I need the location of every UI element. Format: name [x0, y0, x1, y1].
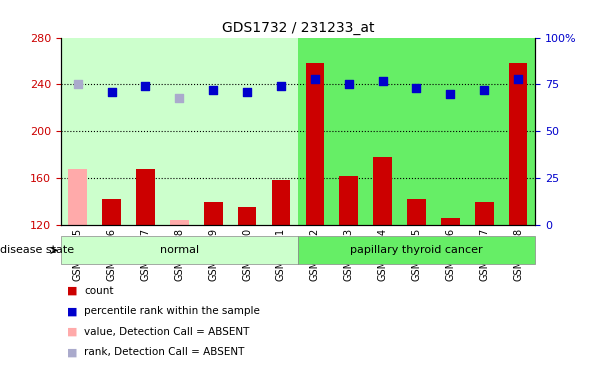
Text: value, Detection Call = ABSENT: value, Detection Call = ABSENT [84, 327, 249, 337]
Text: percentile rank within the sample: percentile rank within the sample [84, 306, 260, 316]
Bar [69, 169, 87, 225]
Bar [509, 63, 527, 225]
Text: papillary thyroid cancer: papillary thyroid cancer [350, 245, 483, 255]
Text: ■: ■ [67, 306, 77, 316]
Text: rank, Detection Call = ABSENT: rank, Detection Call = ABSENT [84, 348, 244, 357]
Title: GDS1732 / 231233_at: GDS1732 / 231233_at [222, 21, 374, 35]
Bar [170, 220, 188, 225]
Point [73, 81, 83, 87]
Text: ■: ■ [67, 348, 77, 357]
Point [513, 76, 523, 82]
Bar [373, 157, 392, 225]
Bar [136, 169, 155, 225]
Point [479, 87, 489, 93]
Point [344, 81, 354, 87]
Bar [204, 201, 223, 225]
Point [174, 94, 184, 100]
Bar [61, 236, 298, 264]
Point [209, 87, 218, 93]
Bar [102, 199, 121, 225]
Bar [339, 176, 358, 225]
Point [276, 83, 286, 89]
Bar [475, 201, 494, 225]
Text: disease state: disease state [0, 245, 74, 255]
Point [446, 91, 455, 97]
Bar [298, 236, 535, 264]
Bar [238, 207, 257, 225]
Text: ■: ■ [67, 286, 77, 296]
Bar [272, 180, 290, 225]
Point [107, 89, 117, 95]
Bar [407, 199, 426, 225]
Bar [298, 38, 535, 225]
Bar [306, 63, 324, 225]
Bar [61, 38, 298, 225]
Text: normal: normal [160, 245, 199, 255]
Point [310, 76, 320, 82]
Point [242, 89, 252, 95]
Point [378, 78, 387, 84]
Bar [441, 218, 460, 225]
Point [412, 85, 421, 91]
Text: count: count [84, 286, 114, 296]
Point [140, 83, 150, 89]
Text: ■: ■ [67, 327, 77, 337]
